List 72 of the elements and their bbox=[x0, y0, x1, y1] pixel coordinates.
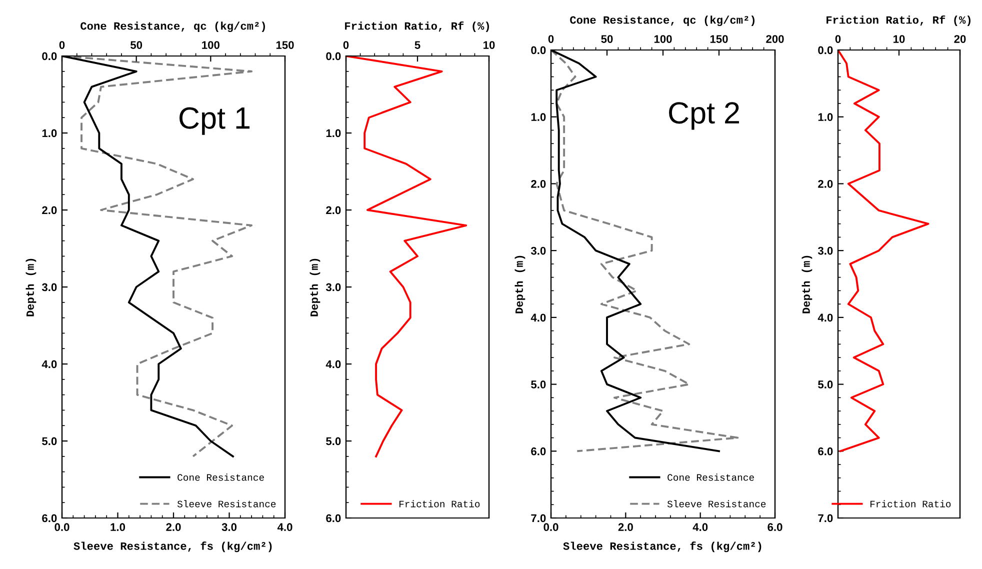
y-axis-title: Depth (m) bbox=[802, 256, 812, 314]
legend-label: Friction Ratio bbox=[870, 500, 951, 508]
y-tick-label: 7.0 bbox=[818, 514, 833, 522]
x2-tick-label: 10 bbox=[894, 35, 905, 43]
y-tick-label: 3.0 bbox=[326, 283, 341, 292]
x2-axis-title: Friction Ratio, Rf (%) bbox=[826, 15, 970, 26]
y-tick-label: 2.0 bbox=[326, 206, 341, 214]
x2-tick-label: 20 bbox=[954, 35, 966, 43]
y-tick-label: 5.0 bbox=[42, 437, 57, 446]
x2-tick-label: 100 bbox=[654, 35, 672, 43]
legend-label: Cone Resistance bbox=[668, 474, 754, 481]
x2-tick-label: 50 bbox=[130, 41, 142, 49]
y-tick-label: 2.0 bbox=[531, 180, 546, 188]
x2-tick-label: 0 bbox=[59, 41, 65, 49]
y-tick-label: 4.0 bbox=[530, 314, 546, 322]
x2-tick-label: 150 bbox=[710, 35, 728, 43]
y-tick-label: 1.0 bbox=[818, 113, 833, 121]
x2-tick-label: 0 bbox=[835, 35, 841, 43]
x2-tick-label: 150 bbox=[276, 41, 294, 49]
y-axis-title: Depth (m) bbox=[310, 258, 320, 316]
y-tick-label: 1.0 bbox=[42, 129, 57, 138]
y-tick-label: 6.0 bbox=[818, 447, 833, 456]
y-tick-label: 6.0 bbox=[42, 514, 57, 522]
x2-tick-label: 100 bbox=[202, 41, 220, 49]
legend-label: Friction Ratio bbox=[399, 500, 480, 508]
y-tick-label: 6.0 bbox=[326, 514, 341, 522]
y-tick-label: 5.0 bbox=[326, 437, 341, 446]
x-tick-label: 6.0 bbox=[768, 523, 782, 532]
y-tick-label: 3.0 bbox=[42, 283, 57, 292]
y-axis-title: Depth (m) bbox=[26, 258, 36, 316]
y-tick-label: 4.0 bbox=[818, 314, 833, 322]
x-tick-label: 0.0 bbox=[54, 523, 70, 532]
x2-tick-label: 0 bbox=[548, 35, 554, 43]
x2-axis-title: Friction Ratio, Rf (%) bbox=[345, 21, 489, 32]
y-tick-label: 4.0 bbox=[326, 360, 341, 368]
x2-tick-label: 200 bbox=[766, 35, 784, 43]
x2-tick-label: 50 bbox=[601, 35, 613, 43]
x2-axis-title: Cone Resistance, qc (kg/cm²) bbox=[570, 16, 754, 26]
y-axis-title: Depth (m) bbox=[514, 256, 526, 314]
x-tick-label: 4.0 bbox=[692, 523, 708, 532]
y-tick-label: 5.0 bbox=[531, 380, 546, 388]
legend-label: Sleeve Resistance bbox=[667, 500, 766, 508]
x2-tick-label: 10 bbox=[484, 41, 495, 49]
y-tick-label: 2.0 bbox=[42, 206, 57, 214]
legend-label: Cone Resistance bbox=[178, 474, 264, 481]
y-tick-label: 2.0 bbox=[818, 180, 833, 188]
x2-axis-title: Cone Resistance, qc (kg/cm²) bbox=[80, 22, 265, 32]
y-tick-label: 3.0 bbox=[818, 246, 833, 255]
y-tick-label: 3.0 bbox=[530, 246, 546, 255]
y-tick-label: 4.0 bbox=[42, 360, 57, 368]
y-tick-label: 0.0 bbox=[326, 52, 341, 60]
annotation: Cpt 1 bbox=[180, 107, 250, 135]
y-tick-label: 0.0 bbox=[531, 46, 546, 54]
x-tick-label: 3.0 bbox=[222, 523, 237, 532]
annotation: Cpt 2 bbox=[669, 102, 739, 130]
x-axis-title: Sleeve Resistance, fs (kg/cm²) bbox=[74, 542, 272, 552]
y-tick-label: 1.0 bbox=[531, 113, 546, 121]
x-tick-label: 2.0 bbox=[618, 523, 633, 532]
x2-tick-label: 0 bbox=[343, 41, 349, 49]
y-tick-label: 5.0 bbox=[818, 380, 833, 388]
x-tick-label: 1.0 bbox=[110, 523, 126, 532]
y-tick-label: 0.0 bbox=[42, 52, 57, 60]
x-tick-label: 4.0 bbox=[277, 523, 292, 532]
y-tick-label: 6.0 bbox=[531, 447, 546, 456]
y-tick-label: 7.0 bbox=[531, 514, 546, 522]
x2-tick-label: 5 bbox=[414, 41, 420, 49]
x-tick-label: 0.0 bbox=[544, 523, 558, 532]
x-axis-title: Sleeve Resistance, fs (kg/cm²) bbox=[563, 542, 762, 552]
legend-label: Sleeve Resistance bbox=[177, 500, 276, 508]
y-tick-label: 1.0 bbox=[326, 129, 341, 138]
y-tick-label: 0.0 bbox=[818, 46, 833, 54]
x-tick-label: 2.0 bbox=[166, 523, 181, 532]
